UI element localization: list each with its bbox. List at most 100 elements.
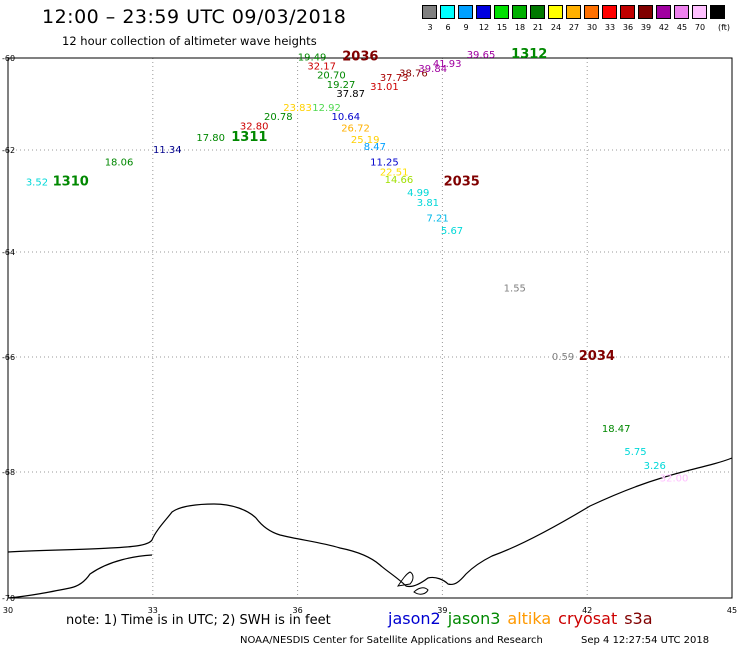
- latitude-tick-label: -66: [2, 353, 15, 362]
- pass-time-label: 1312: [511, 47, 547, 62]
- scale-swatch: [620, 5, 635, 19]
- wave-height-value: 17.80: [196, 133, 225, 144]
- scale-swatch: [422, 5, 437, 19]
- wave-height-value: 23.83: [283, 103, 312, 114]
- scale-tick-label: 42: [658, 23, 670, 32]
- scale-swatch: [656, 5, 671, 19]
- scale-tick-label: 70: [694, 23, 706, 32]
- wave-height-value: 25.19: [351, 135, 380, 146]
- scale-tick-label: 18: [514, 23, 526, 32]
- wave-height-value: 4.99: [407, 188, 429, 199]
- wave-height-value: 32.80: [240, 121, 269, 132]
- scale-swatch: [512, 5, 527, 19]
- scale-tick-label: 9: [463, 23, 469, 32]
- scale-swatch: [692, 5, 707, 19]
- wave-height-value: 10.64: [332, 112, 361, 123]
- scale-tick-label: 30: [586, 23, 598, 32]
- wave-height-value: 19.49: [298, 52, 327, 63]
- wave-height-value: 11.34: [153, 145, 182, 156]
- axis-tick-labels: 30 33 36 39 42 45 -60 -62 -64 -66 -68 -70: [2, 54, 737, 615]
- wave-height-value: 20.70: [317, 71, 346, 82]
- longitude-tick-label: 39: [437, 606, 447, 615]
- wave-height-value: 3.26: [644, 461, 666, 472]
- scale-unit-label: (ft): [717, 23, 731, 32]
- scale-swatch: [476, 5, 491, 19]
- longitude-tick-label: 33: [148, 606, 158, 615]
- scale-tick-label: 24: [550, 23, 562, 32]
- wave-height-value: 37.73: [380, 73, 409, 84]
- coastline-west-path: [7, 554, 153, 599]
- generated-timestamp: Sep 4 12:27:54 UTC 2018: [581, 635, 710, 646]
- latitude-tick-label: -68: [2, 468, 15, 477]
- wave-height-value: 32.17: [307, 62, 336, 73]
- wave-height-value: 37.87: [336, 89, 365, 100]
- coastline-islands: [396, 571, 429, 595]
- scale-tick-label: 15: [496, 23, 508, 32]
- longitude-tick-label: 45: [727, 606, 737, 615]
- sensor-jason3: jason3: [447, 609, 501, 628]
- wave-height-value: 12.92: [312, 103, 341, 114]
- scale-tick-label: 6: [445, 23, 451, 32]
- scale-tick-label: 27: [568, 23, 580, 32]
- pass-time-label: 2036: [342, 49, 378, 64]
- latitude-tick-label: -64: [2, 248, 15, 257]
- scale-swatch: [440, 5, 455, 19]
- pass-time-label: 2034: [579, 349, 615, 364]
- pass-time-labels: 1310 1311 2036 1312 2035 2034: [53, 47, 615, 364]
- wave-height-value: 26.72: [341, 124, 370, 135]
- sensor-cryosat: cryosat: [558, 609, 618, 628]
- longitude-tick-label: 30: [3, 606, 13, 615]
- scale-tick-label: 36: [622, 23, 634, 32]
- wave-height-value: 32.00: [660, 473, 689, 484]
- scale-tick-label: 45: [676, 23, 688, 32]
- wave-height-value: 41.93: [433, 59, 462, 70]
- map-subtitle: 12 hour collection of altimeter wave hei…: [62, 34, 317, 48]
- latitude-tick-label: -70: [2, 594, 15, 603]
- scale-swatch: [458, 5, 473, 19]
- wave-height-value: 3.52: [26, 178, 48, 189]
- scale-swatch: [638, 5, 653, 19]
- scale-swatch: [494, 5, 509, 19]
- wave-height-value: 39.65: [467, 50, 496, 61]
- wave-height-value: 39.84: [418, 64, 447, 75]
- scale-tick-label: 39: [640, 23, 652, 32]
- credit-line: NOAA/NESDIS Center for Satellite Applica…: [240, 635, 543, 646]
- wave-height-value: 7.21: [426, 213, 448, 224]
- wave-height-value: 3.81: [417, 198, 439, 209]
- longitude-tick-label: 36: [293, 606, 303, 615]
- wave-height-value: 5.67: [441, 226, 463, 237]
- wave-height-value: 38.76: [399, 68, 428, 79]
- wave-height-value: 19.27: [327, 80, 356, 91]
- wave-height-value: 22.51: [380, 168, 409, 179]
- wave-height-value: 0.59: [552, 352, 574, 363]
- antarctic-coastline: [7, 457, 733, 599]
- scale-swatch: [710, 5, 725, 19]
- scale-tick-label: 12: [478, 23, 490, 32]
- coastline-path: [7, 457, 733, 588]
- scale-swatch: [584, 5, 599, 19]
- pass-time-label: 1311: [231, 130, 267, 145]
- scale-tick-label: 33: [604, 23, 616, 32]
- wave-height-value: 31.01: [370, 82, 399, 93]
- scale-swatch: [566, 5, 581, 19]
- wave-height-value: 1.55: [504, 283, 526, 294]
- wave-height-value: 18.06: [105, 157, 134, 168]
- scale-tick-label: 21: [532, 23, 544, 32]
- pass-time-label: 1310: [53, 175, 89, 190]
- scale-swatch: [602, 5, 617, 19]
- units-note: note: 1) Time is in UTC; 2) SWH is in fe…: [66, 613, 331, 628]
- longitude-tick-label: 42: [582, 606, 592, 615]
- wave-height-value: 5.75: [624, 447, 646, 458]
- latitude-tick-label: -60: [2, 54, 15, 63]
- sensor-jason2: jason2: [388, 609, 441, 628]
- scale-tick-label: 3: [427, 23, 433, 32]
- wave-height-value: 14.66: [385, 175, 414, 186]
- wave-height-value: 8.47: [364, 142, 386, 153]
- wave-height-value: 20.78: [264, 112, 293, 123]
- latitude-tick-label: -62: [2, 146, 15, 155]
- wave-height-value: 18.47: [602, 424, 631, 435]
- map-frame: [7, 57, 733, 599]
- pass-time-label: 2035: [444, 175, 480, 190]
